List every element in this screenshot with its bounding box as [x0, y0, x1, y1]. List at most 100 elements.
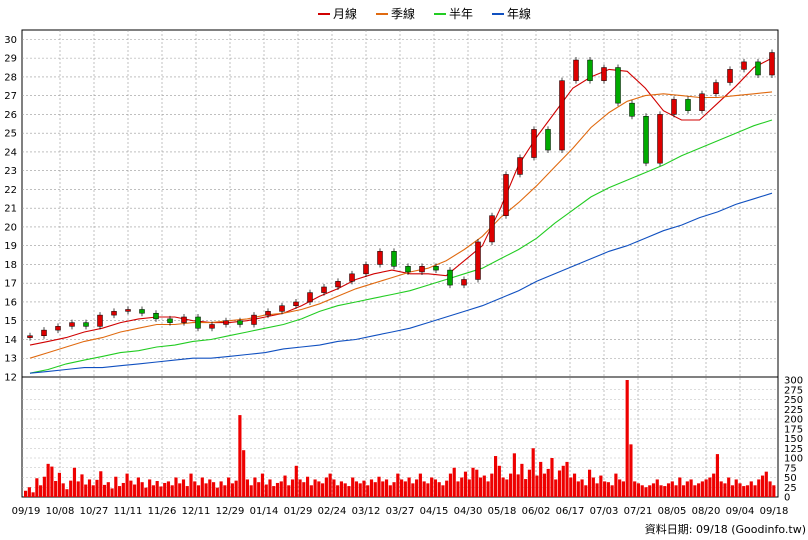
volume-bar	[674, 485, 678, 497]
volume-bar	[339, 481, 343, 497]
volume-bar	[599, 475, 603, 497]
volume-bar	[24, 490, 28, 497]
volume-tick-label: 150	[784, 434, 803, 445]
volume-bar	[309, 485, 313, 497]
volume-bar	[80, 474, 84, 497]
price-tick-label: 25	[4, 129, 17, 140]
volume-bar	[328, 473, 332, 497]
volume-bar	[354, 481, 359, 497]
volume-bar	[61, 483, 65, 497]
volume-bar	[245, 479, 249, 497]
price-tick-label: 23	[4, 166, 17, 177]
candle-body	[475, 241, 481, 280]
candle-body	[223, 320, 229, 325]
volume-bar	[550, 458, 554, 497]
volume-bar	[764, 471, 768, 497]
volume-tick-label: 300	[784, 376, 803, 387]
candle-body	[195, 316, 201, 329]
candle-body	[489, 215, 495, 243]
x-tick-label: 12/11	[182, 506, 211, 517]
volume-bar	[381, 481, 385, 497]
volume-bar	[606, 482, 610, 497]
volume-bar	[422, 481, 426, 497]
volume-bar	[306, 476, 310, 497]
volume-bar	[505, 479, 509, 497]
x-tick-label: 09/04	[726, 506, 755, 517]
volume-bar	[46, 463, 50, 497]
volume-bar	[591, 477, 595, 497]
volume-bar	[366, 485, 370, 497]
volume-bar	[283, 475, 287, 497]
volume-bar	[185, 486, 189, 497]
volume-tick-label: 100	[784, 454, 803, 465]
volume-tick-label: 0	[784, 493, 790, 504]
x-axis: 09/19 10/08 10/27 11/11 11/26 12/11 12/29 01/14…	[12, 506, 789, 517]
volume-bar	[527, 469, 531, 497]
x-tick-label: 07/03	[590, 506, 619, 517]
volume-bar	[110, 488, 114, 497]
volume-bar	[415, 479, 419, 497]
price-tick-label: 24	[4, 147, 17, 158]
candle-body	[517, 157, 523, 175]
ma-line-ma_quarter	[29, 91, 773, 359]
volume-bar	[603, 481, 607, 497]
volume-bar	[648, 485, 652, 497]
volume-bar	[234, 480, 238, 497]
volume-bar	[102, 484, 107, 497]
x-tick-label: 02/24	[318, 506, 347, 517]
volume-bar	[471, 467, 475, 497]
x-tick-label: 11/26	[148, 506, 177, 517]
candle-body	[363, 264, 369, 275]
volume-bar	[377, 476, 381, 497]
volume-bar	[193, 481, 197, 497]
volume-bar	[753, 485, 757, 497]
volume-bar	[332, 479, 336, 497]
candle-body	[741, 61, 747, 70]
volume-bar	[362, 480, 366, 497]
volume-bar	[400, 479, 404, 497]
volume-bar	[358, 483, 362, 497]
candle-body	[713, 82, 719, 95]
volume-bar	[136, 477, 140, 497]
volume-bar	[290, 479, 295, 497]
legend: 月線 季線 半年 年線	[318, 6, 531, 21]
volume-bar	[655, 479, 659, 497]
candle-body	[769, 52, 775, 76]
volume-bar	[685, 481, 689, 497]
volume-bar	[730, 485, 735, 497]
volume-bar	[520, 463, 524, 497]
x-tick-label: 06/17	[556, 506, 585, 517]
candle-body	[69, 322, 75, 327]
volume-bar	[463, 471, 468, 497]
candle-body	[181, 316, 187, 323]
volume-bar	[448, 473, 453, 497]
volume-bar	[125, 473, 129, 497]
candle-body	[377, 251, 383, 265]
volume-bar	[230, 483, 234, 497]
volume-bar	[490, 473, 494, 497]
candle-body	[671, 99, 677, 115]
volume-bar	[460, 477, 464, 497]
volume-bar	[580, 479, 584, 497]
volume-bar	[708, 477, 712, 497]
candle-body	[461, 279, 467, 286]
volume-tick-label: 225	[784, 405, 803, 416]
legend-label-halfyear: 半年	[449, 7, 473, 21]
volume-bar	[87, 479, 92, 497]
volume-bar	[727, 477, 731, 497]
volume-bar	[39, 485, 43, 497]
volume-bar	[212, 482, 216, 497]
x-tick-label: 10/27	[80, 506, 109, 517]
volume-bar	[772, 485, 776, 497]
volume-bar	[343, 483, 347, 497]
candle-body	[209, 324, 215, 329]
volume-bar	[129, 480, 133, 497]
price-tick-label: 15	[4, 316, 17, 327]
candle-body	[699, 93, 705, 111]
volume-bar	[227, 477, 231, 497]
volume-bar	[497, 465, 501, 497]
volume-bar	[148, 479, 152, 497]
candle-body	[139, 309, 145, 314]
volume-tick-label: 250	[784, 395, 803, 406]
